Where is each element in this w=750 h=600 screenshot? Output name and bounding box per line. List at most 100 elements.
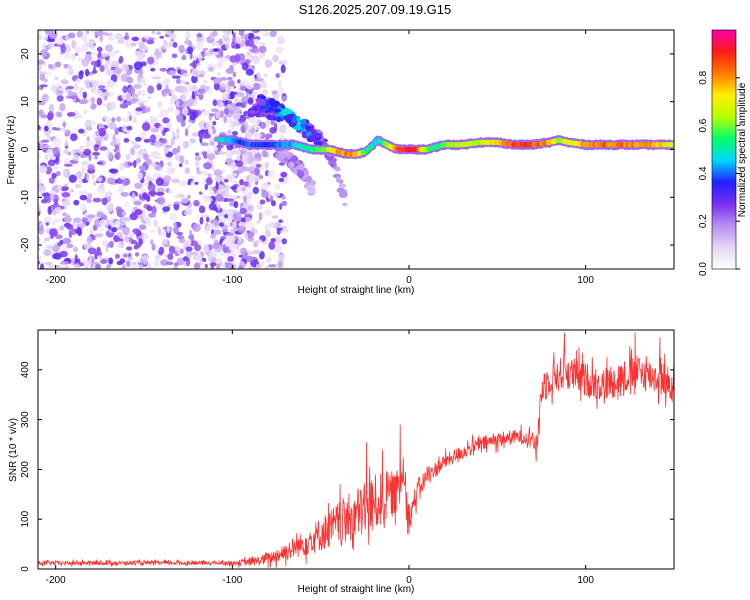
noise-speck — [89, 253, 93, 263]
noise-speck — [238, 30, 245, 36]
noise-speck — [54, 127, 61, 131]
noise-speck — [131, 36, 139, 42]
noise-speck — [138, 41, 146, 50]
noise-speck — [162, 117, 170, 124]
noise-speck — [134, 120, 138, 125]
branch-blob — [255, 98, 263, 103]
noise-speck — [196, 170, 202, 175]
noise-speck — [85, 68, 90, 77]
noise-speck — [159, 35, 165, 39]
noise-speck — [264, 161, 270, 170]
noise-speck — [189, 112, 197, 121]
noise-speck — [116, 226, 125, 231]
noise-speck — [211, 222, 215, 227]
noise-speck — [132, 144, 141, 149]
noise-speck — [74, 254, 78, 262]
noise-speck — [190, 251, 199, 256]
noise-speck — [56, 36, 64, 45]
noise-speck — [123, 64, 129, 72]
noise-speck — [194, 255, 198, 264]
noise-speck — [187, 194, 191, 199]
noise-speck — [82, 91, 87, 99]
noise-speck — [38, 64, 43, 72]
noise-speck — [53, 218, 62, 223]
noise-speck — [63, 216, 73, 223]
noise-speck — [256, 220, 261, 224]
noise-speck — [184, 159, 189, 165]
noise-speck — [135, 158, 141, 164]
noise-speck — [64, 163, 73, 167]
noise-speck — [127, 162, 134, 166]
noise-speck — [279, 203, 283, 210]
noise-speck — [258, 42, 266, 46]
branch-blob — [305, 175, 312, 182]
noise-speck — [203, 151, 208, 159]
noise-speck — [47, 111, 54, 120]
noise-speck — [130, 98, 139, 103]
noise-speck — [236, 186, 244, 193]
noise-speck — [108, 152, 113, 159]
colorbar: 0.0 0.2 0.4 0.6 0.8 Normalized spectral ampl… — [698, 29, 748, 276]
noise-speck — [87, 164, 95, 171]
branch-blob — [257, 95, 267, 99]
noise-speck — [91, 133, 97, 139]
noise-speck — [254, 38, 260, 44]
noise-speck — [224, 238, 230, 247]
noise-speck — [125, 153, 131, 161]
noise-speck — [200, 142, 209, 147]
noise-speck — [195, 152, 200, 156]
noise-speck — [251, 30, 256, 33]
noise-speck — [198, 205, 206, 214]
noise-speck — [267, 169, 276, 179]
noise-speck — [139, 99, 149, 104]
noise-speck — [187, 181, 191, 186]
noise-speck — [261, 182, 270, 187]
y-tick-label: -20 — [20, 237, 31, 252]
noise-speck — [215, 258, 222, 264]
noise-speck — [63, 198, 71, 203]
noise-speck — [68, 174, 77, 183]
noise-speck — [67, 54, 73, 59]
noise-speck — [253, 249, 262, 254]
noise-speck — [213, 82, 220, 91]
noise-speck — [104, 191, 113, 198]
noise-speck — [223, 115, 227, 124]
noise-speck — [144, 106, 151, 113]
noise-speck — [96, 211, 105, 218]
y-tick-label: -10 — [20, 190, 31, 205]
branch-blob — [283, 116, 292, 121]
noise-speck — [90, 60, 98, 66]
noise-speck — [176, 231, 183, 236]
noise-speck — [222, 188, 229, 198]
noise-speck — [107, 35, 116, 41]
y-tick-label: 200 — [20, 461, 31, 478]
noise-speck — [182, 95, 186, 102]
noise-speck — [41, 199, 48, 204]
noise-speck — [172, 75, 181, 79]
noise-speck — [174, 85, 183, 93]
noise-speck — [96, 59, 101, 67]
noise-speck — [223, 37, 231, 42]
noise-speck — [232, 120, 242, 127]
noise-speck — [99, 146, 108, 151]
noise-speck — [66, 224, 74, 231]
noise-speck — [230, 91, 235, 100]
noise-speck — [226, 232, 234, 236]
noise-speck — [279, 124, 287, 134]
noise-speck — [179, 163, 183, 168]
noise-speck — [208, 66, 214, 72]
noise-speck — [66, 111, 76, 117]
noise-speck — [269, 126, 277, 134]
noise-speck — [258, 45, 267, 53]
noise-speck — [52, 137, 62, 147]
noise-speck — [116, 231, 123, 238]
noise-speck — [155, 177, 164, 186]
noise-speck — [252, 48, 260, 54]
noise-speck — [114, 151, 121, 161]
noise-speck — [97, 85, 106, 89]
noise-speck — [156, 196, 166, 205]
noise-speck — [271, 215, 279, 219]
noise-speck — [232, 210, 238, 214]
noise-speck — [225, 149, 234, 158]
noise-speck — [171, 130, 175, 136]
